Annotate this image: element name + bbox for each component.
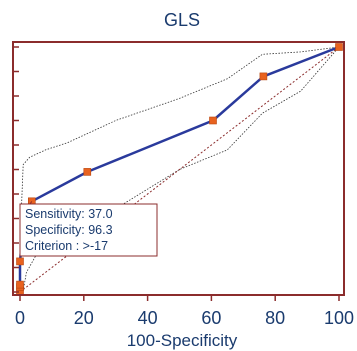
roc-point	[259, 72, 268, 81]
annotation-frame	[19, 203, 158, 257]
lower-confidence-bound-line	[19, 46, 340, 293]
plot-area	[16, 43, 343, 296]
roc-point	[16, 257, 24, 266]
x-axis-label: 100-Specificity	[127, 331, 238, 350]
x-tick-label: 40	[138, 308, 158, 328]
plot-frame	[12, 41, 345, 296]
diagonal-reference-line	[19, 46, 340, 293]
upper-bound-group	[19, 46, 340, 244]
roc-point	[83, 168, 92, 176]
annotation-box: Sensitivity: 37.0 Specificity: 96.3 Crit…	[19, 203, 158, 257]
lower-bound-group	[19, 46, 340, 293]
annotation-criterion: Criterion : >-17	[25, 239, 108, 253]
y-ticks	[13, 46, 19, 293]
x-ticks: 0 20 40 60 80 100	[15, 295, 354, 328]
upper-confidence-bound-line	[19, 46, 340, 244]
diagonal-group	[19, 46, 340, 293]
roc-point	[16, 280, 24, 289]
x-tick-label: 20	[74, 308, 94, 328]
annotation-sensitivity: Sensitivity: 37.0	[25, 207, 113, 221]
roc-point	[209, 116, 217, 125]
x-tick-label: 100	[324, 308, 354, 328]
x-tick-label: 80	[265, 308, 285, 328]
roc-point	[335, 43, 343, 51]
chart-title: GLS	[164, 10, 200, 30]
x-tick-label: 0	[15, 308, 25, 328]
x-tick-label: 60	[201, 308, 221, 328]
annotation-specificity: Specificity: 96.3	[25, 223, 113, 237]
